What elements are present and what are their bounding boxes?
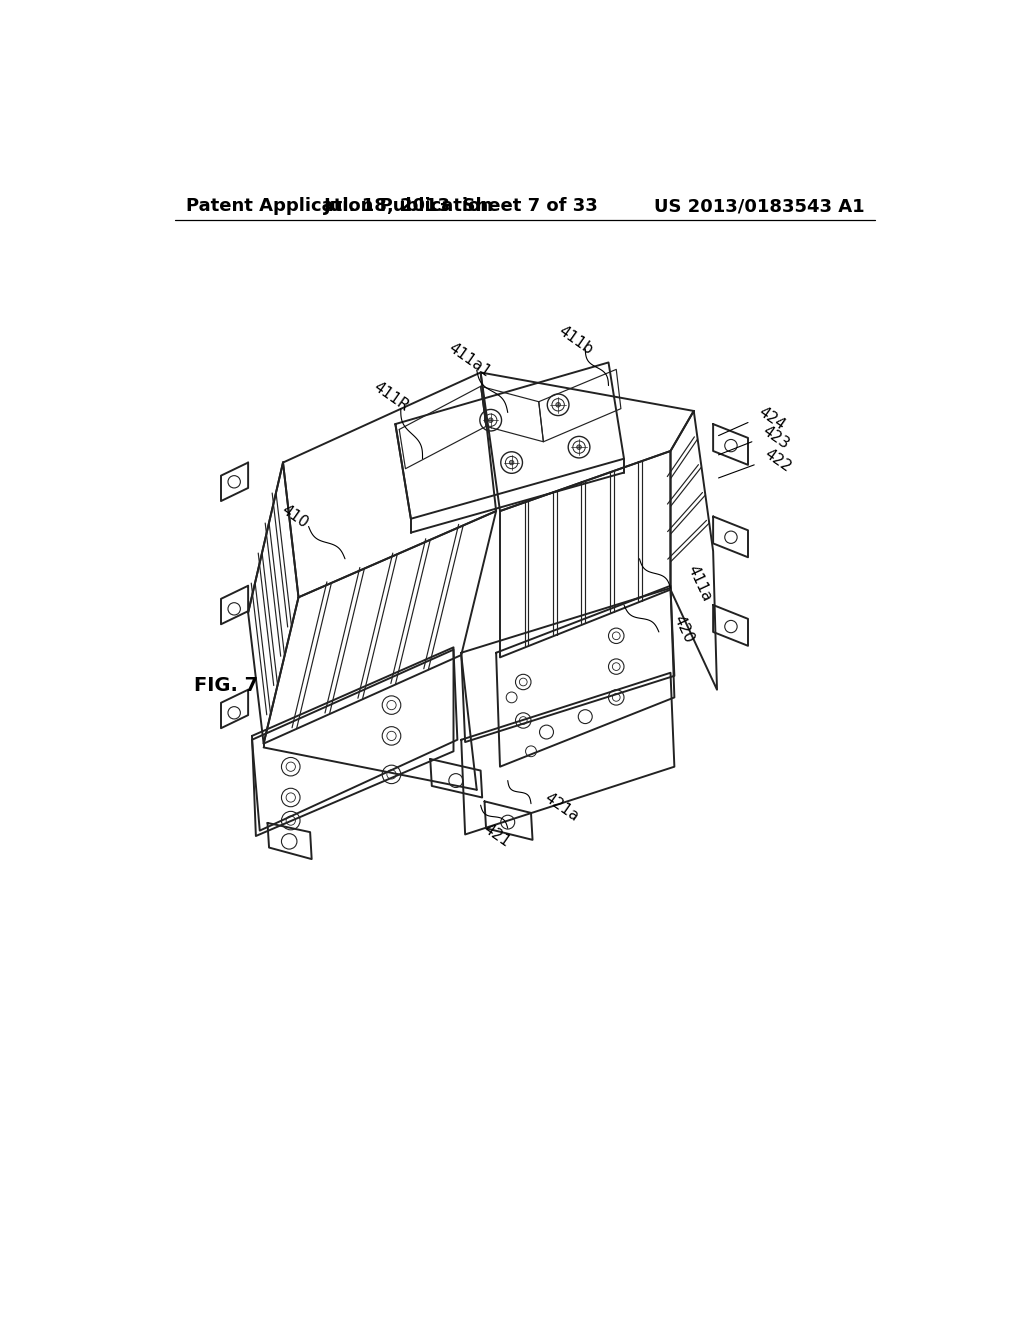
Circle shape [509, 461, 514, 465]
Text: 422: 422 [762, 446, 795, 475]
Text: US 2013/0183543 A1: US 2013/0183543 A1 [653, 197, 864, 215]
Text: 410: 410 [279, 502, 310, 531]
Circle shape [577, 445, 582, 449]
Text: 423: 423 [760, 422, 792, 451]
Text: 411a1: 411a1 [445, 341, 493, 380]
Circle shape [488, 418, 493, 422]
Text: Patent Application Publication: Patent Application Publication [186, 197, 494, 215]
Circle shape [556, 403, 560, 407]
Text: 420: 420 [671, 614, 696, 645]
Text: FIG. 7: FIG. 7 [194, 676, 258, 696]
Text: 411R: 411R [371, 380, 412, 414]
Text: 421a: 421a [542, 791, 582, 825]
Text: Jul. 18, 2013  Sheet 7 of 33: Jul. 18, 2013 Sheet 7 of 33 [324, 197, 599, 215]
Text: 411b: 411b [556, 323, 596, 358]
Text: 411a: 411a [684, 562, 714, 605]
Text: 424: 424 [756, 404, 788, 433]
Text: 421: 421 [481, 821, 513, 850]
